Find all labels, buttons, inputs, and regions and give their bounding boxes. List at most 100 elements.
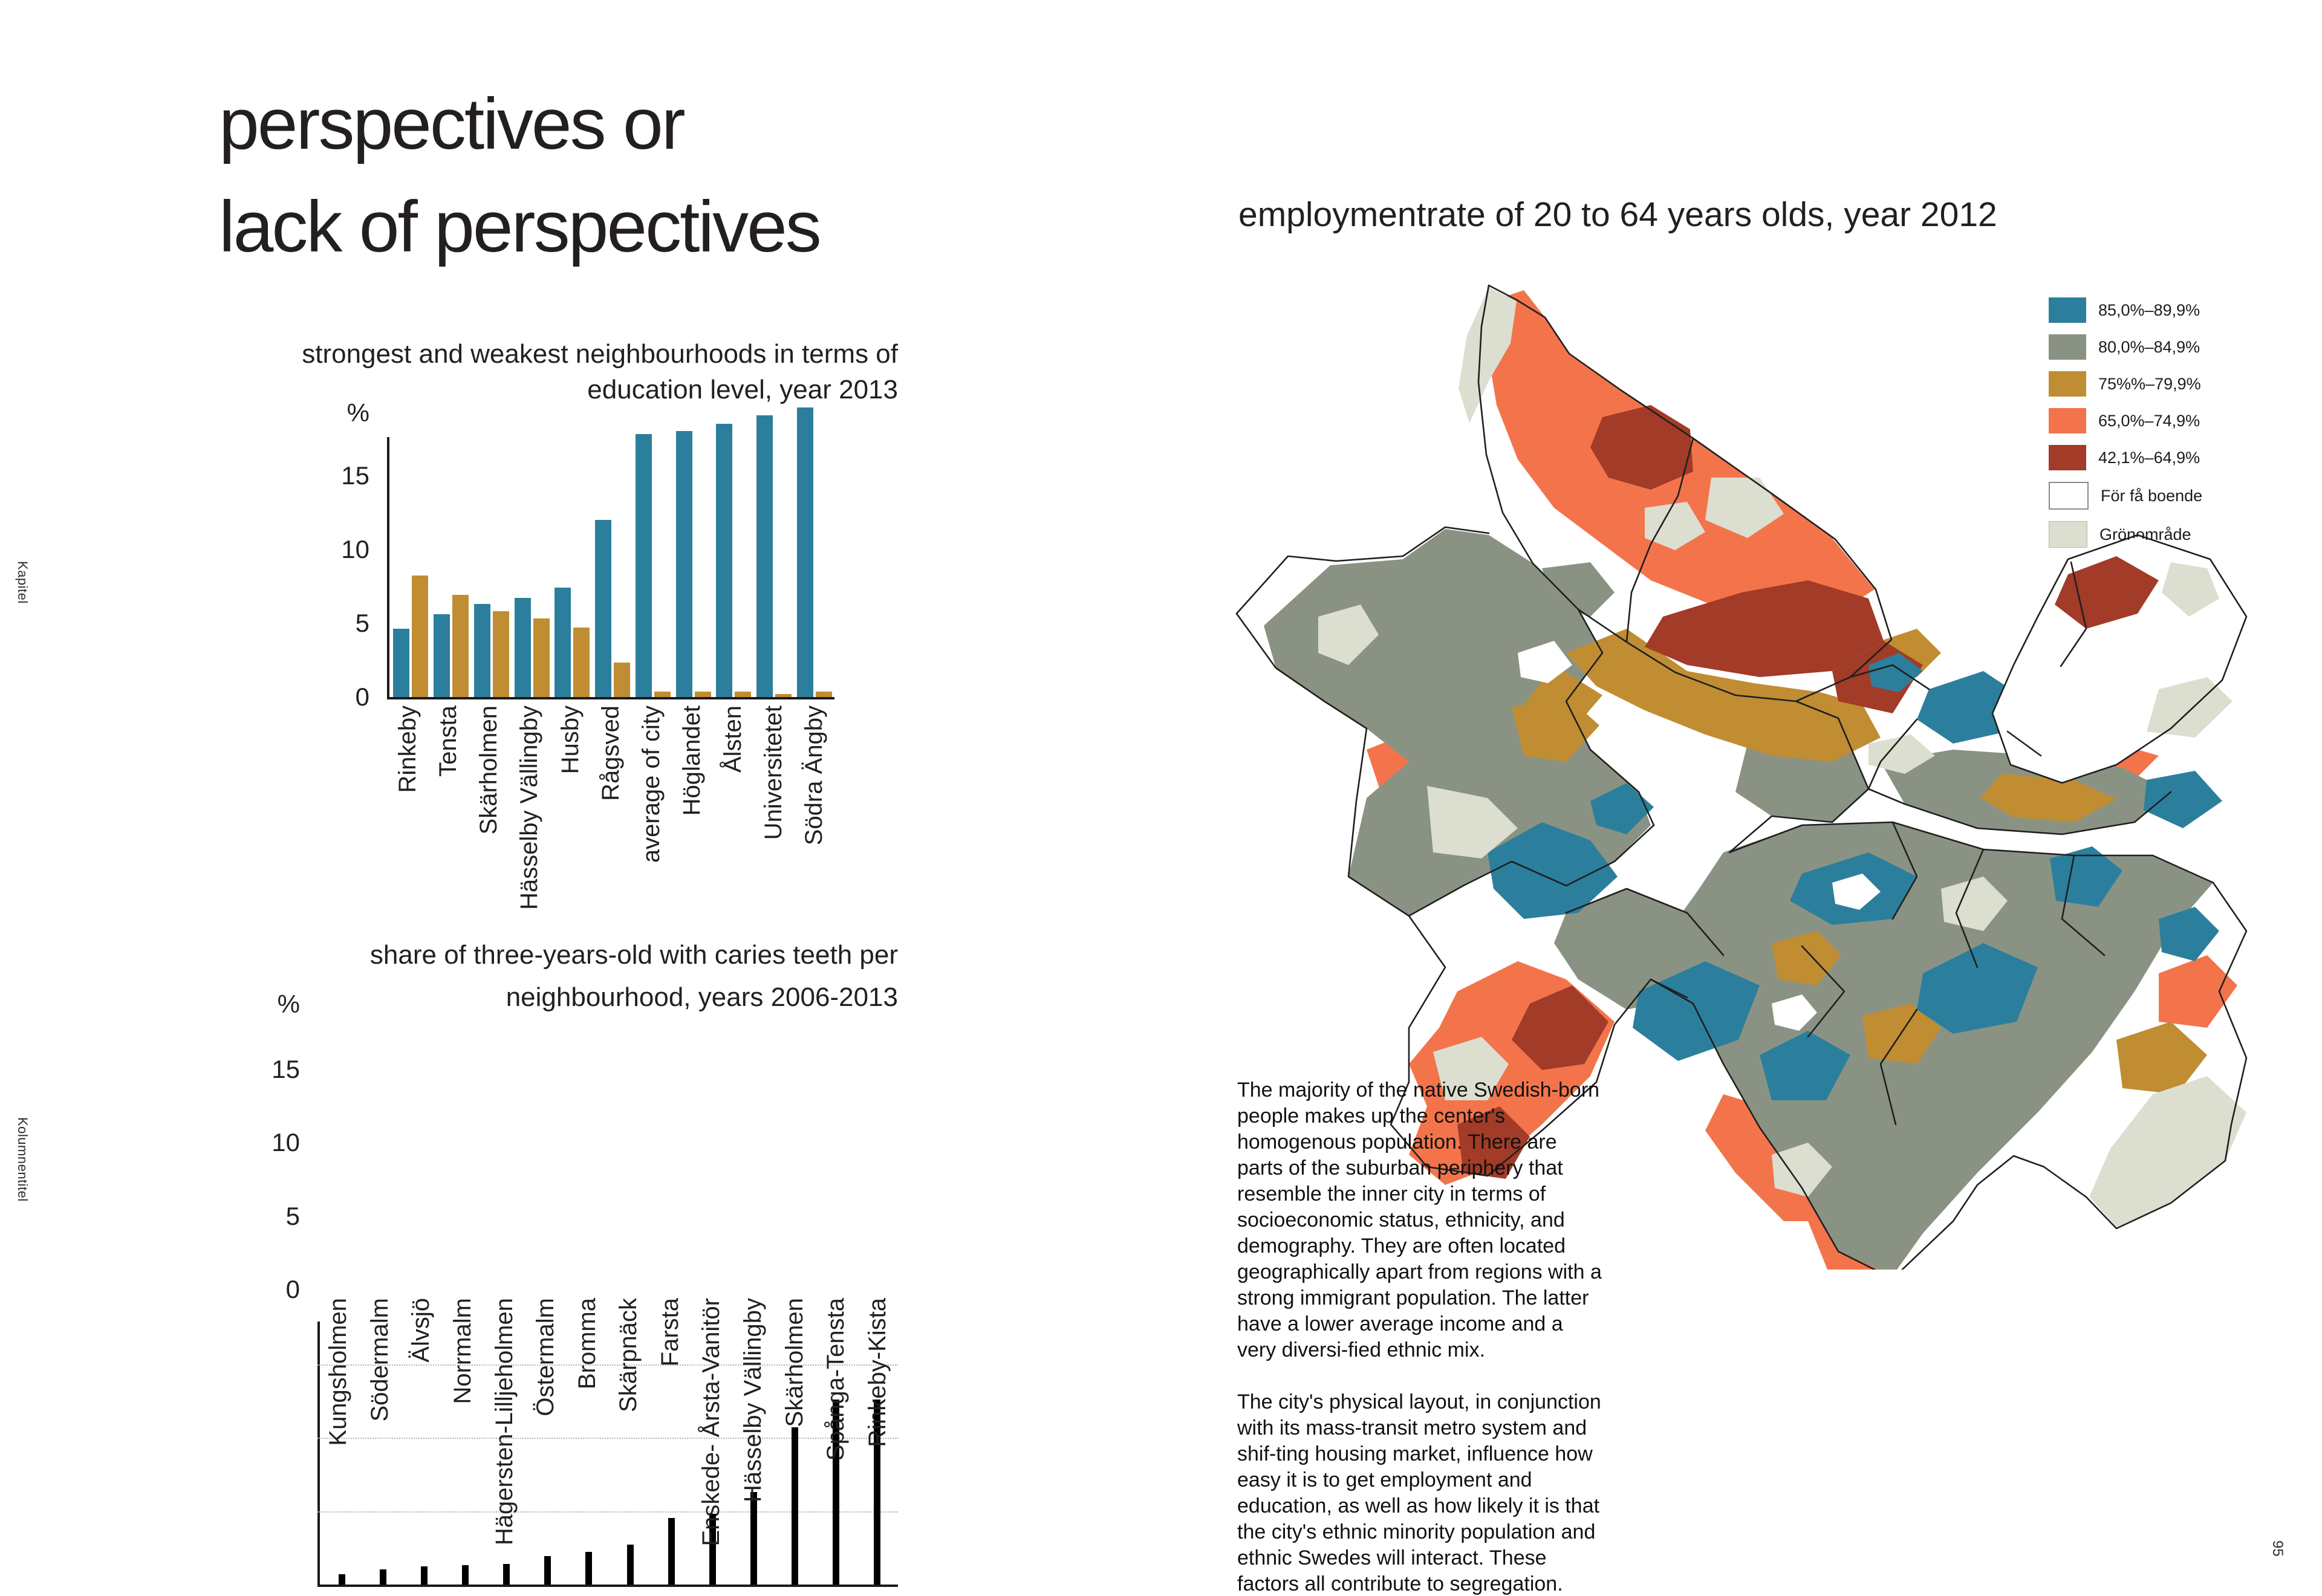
gridline-15 (317, 1364, 898, 1366)
x-label-cell-10: Hässelby Vällingby (732, 1298, 774, 1502)
x-tick-label: Rågsved (597, 706, 624, 801)
bar-group-11 (775, 1427, 816, 1586)
bar-teal-4 (554, 588, 571, 698)
page-title: perspectives or lack of perspectives (219, 73, 822, 279)
gridline-10 (317, 1438, 898, 1439)
legend-swatch-orange (2049, 408, 2086, 433)
x-label-cell-11: Skärholmen (773, 1298, 815, 1427)
gridline-5 (317, 1511, 898, 1513)
x-tick-label: Universitetet (760, 706, 787, 840)
y-axis-unit-label: % (277, 990, 300, 1018)
x-label-cell-1: Tensta (428, 706, 468, 777)
y-tick-15: 15 (272, 1054, 300, 1083)
bar-group-1 (362, 1569, 403, 1586)
x-tick-label: Östermalm (532, 1298, 559, 1416)
x-tick-label: Hässelby Vällingby (740, 1298, 767, 1502)
bar-group-0 (391, 576, 431, 698)
x-tick-label: Enskede- Årsta-Vanitör (698, 1298, 725, 1546)
y-tick-0: 0 (355, 683, 369, 711)
y-tick-5: 5 (355, 609, 369, 637)
x-label-cell-9: Universitetet (753, 706, 793, 840)
bar-7 (626, 1545, 634, 1586)
x-tick-label: Bromma (573, 1298, 600, 1390)
chart1-y-axis-labels: 0 5 10 15% (327, 398, 378, 711)
x-tick-label: Norrmalm (449, 1298, 476, 1404)
legend-label-dred: 42,1%–64,9% (2098, 448, 2200, 467)
y-tick-15: 15 (341, 461, 369, 490)
bar-gold-5 (614, 663, 631, 698)
bar-2 (420, 1566, 428, 1586)
x-tick-label: Höglandet (678, 706, 706, 816)
map-legend: 85,0%–89,9% 80,0%–84,9% 75%%–79,9% 65,0%–74… (2049, 297, 2202, 548)
bar-gold-3 (533, 618, 550, 698)
bar-group-7 (610, 1545, 651, 1586)
x-tick-label: average of city (638, 706, 665, 863)
x-tick-label: Södra Ängby (801, 706, 828, 846)
y-tick-10: 10 (272, 1128, 300, 1157)
bar-group-2 (403, 1566, 444, 1586)
x-label-cell-1: Södermalm (359, 1298, 401, 1422)
bar-group-6 (633, 434, 673, 698)
bar-8 (668, 1518, 675, 1586)
chart1-title-line2: education level, year 2013 (587, 375, 898, 405)
legend-item-orange: 65,0%–74,9% (2049, 408, 2202, 433)
chart1-bars (391, 403, 834, 698)
x-label-cell-3: Hässelby Vällingby (509, 706, 550, 910)
page-number: 95 (2269, 1540, 2286, 1557)
legend-swatch-dred (2049, 445, 2086, 470)
bar-group-13 (857, 1399, 898, 1586)
bar-group-4 (552, 588, 593, 698)
legend-item-pale: Grönområde (2049, 521, 2202, 548)
x-label-cell-5: Östermalm (525, 1298, 567, 1416)
bar-gold-8 (735, 692, 752, 698)
legend-label-orange: 65,0%–74,9% (2098, 411, 2200, 430)
bar-1 (379, 1569, 386, 1586)
page-title-line2: lack of perspectives (219, 186, 822, 268)
x-label-cell-0: Rinkeby (387, 706, 428, 793)
bar-group-1 (431, 595, 472, 698)
bar-gold-10 (815, 692, 832, 698)
legend-swatch-green (2049, 334, 2086, 360)
bar-gold-7 (694, 692, 711, 698)
y-tick-0: 0 (285, 1275, 300, 1303)
x-label-cell-9: Enskede- Årsta-Vanitör (691, 1298, 732, 1546)
bar-10 (750, 1491, 757, 1586)
chart1-x-axis-labels: Rinkeby Tensta Skärholmen Hässelby Vällingb… (387, 706, 834, 953)
legend-swatch-teal (2049, 297, 2086, 323)
bar-group-10 (733, 1491, 774, 1586)
y-tick-5: 5 (285, 1201, 300, 1230)
chart2-title: share of three-years-old with caries tee… (290, 934, 898, 1018)
bar-12 (833, 1399, 840, 1586)
x-label-cell-8: Farsta (649, 1298, 691, 1366)
bar-13 (874, 1399, 881, 1586)
bar-group-10 (794, 407, 834, 698)
chart2-title-line2: neighbourhood, years 2006-2013 (506, 982, 898, 1012)
x-tick-label: Skärpnäck (615, 1298, 642, 1412)
bar-3 (461, 1565, 469, 1586)
bar-group-4 (486, 1563, 527, 1586)
x-label-cell-8: Ålsten (712, 706, 753, 773)
bar-group-9 (692, 1514, 733, 1586)
bar-11 (792, 1427, 799, 1586)
chart2-title-line1: share of three-years-old with caries tee… (369, 940, 898, 970)
bar-teal-2 (473, 603, 490, 698)
body-copy: The majority of the native Swedish-born … (1237, 1077, 1607, 1596)
bar-teal-7 (675, 431, 692, 698)
bar-teal-9 (756, 415, 773, 698)
x-tick-label: Skärholmen (781, 1298, 808, 1427)
margin-label-kolumnentitel: Kolumnentitel (15, 1117, 30, 1202)
x-tick-label: Husby (556, 706, 584, 774)
bar-teal-6 (635, 434, 652, 698)
bar-group-5 (593, 519, 633, 698)
bar-gold-2 (492, 611, 509, 698)
x-tick-label: Rinkeby-Kista (863, 1298, 891, 1447)
x-tick-label: Hässelby Vällingby (516, 706, 543, 910)
bar-gold-9 (775, 693, 792, 698)
map-regions-green-area (1318, 287, 2246, 1227)
x-label-cell-7: Skärpnäck (608, 1298, 649, 1412)
x-label-cell-2: Älvsjö (400, 1298, 442, 1363)
bar-gold-0 (412, 576, 429, 698)
bar-0 (338, 1574, 345, 1586)
x-tick-label: Hägersten-Lilljeholmen (490, 1298, 518, 1546)
